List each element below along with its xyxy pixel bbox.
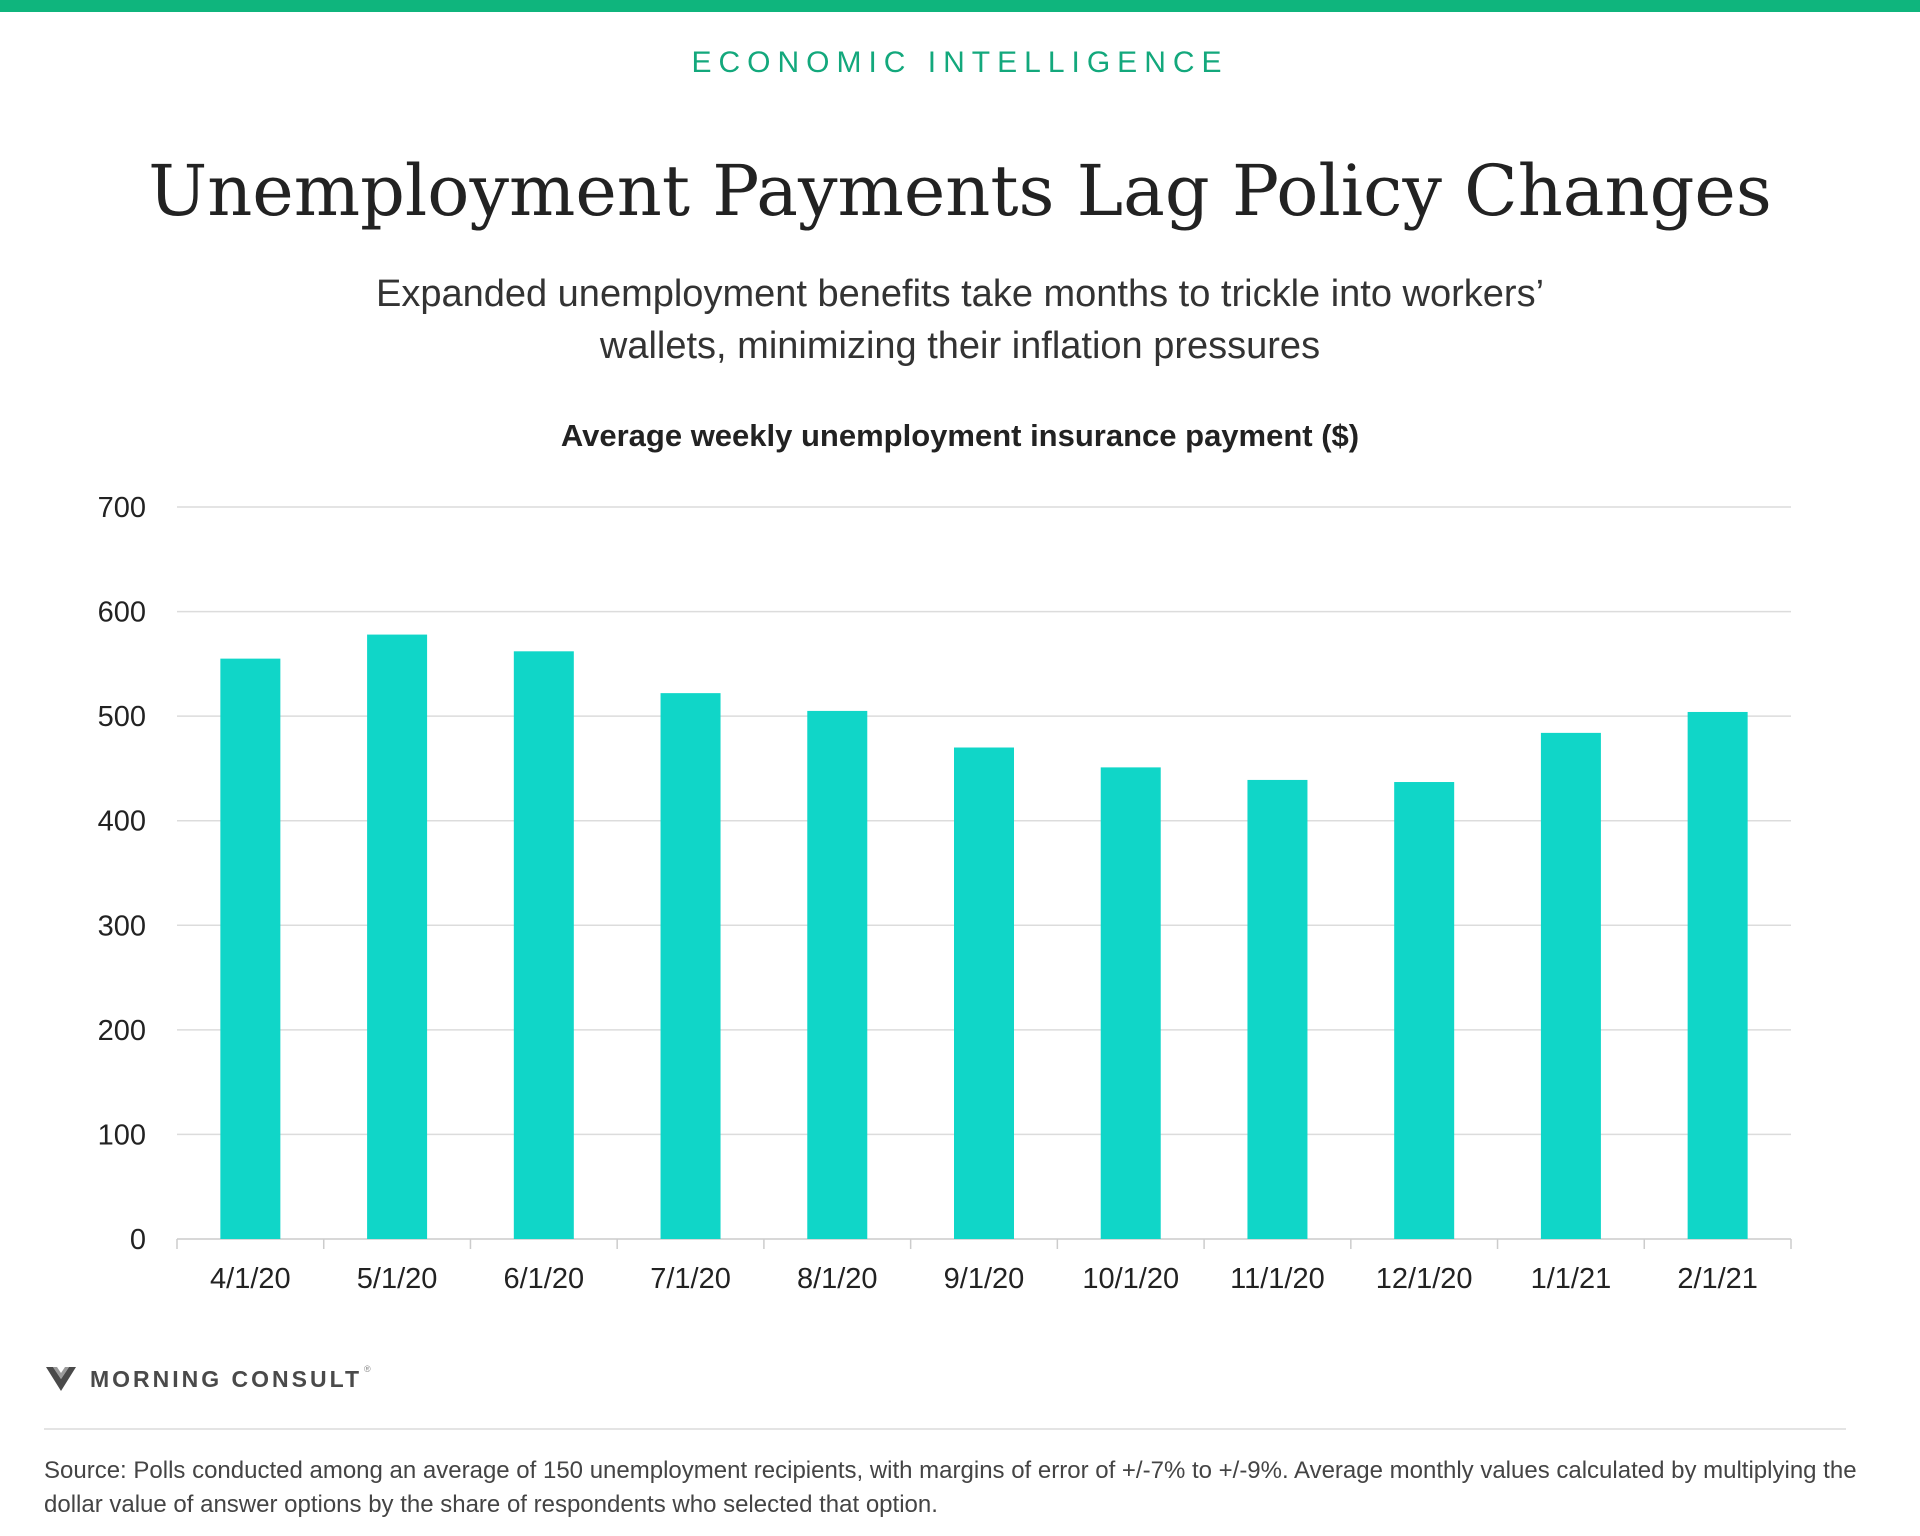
bar <box>1540 732 1601 1239</box>
page-title: Unemployment Payments Lag Policy Changes <box>148 150 1772 232</box>
bar <box>1687 711 1748 1239</box>
footer-divider <box>44 1428 1846 1430</box>
y-tick-label: 600 <box>98 597 146 629</box>
y-tick-label: 400 <box>98 806 146 838</box>
y-tick-label: 200 <box>98 1015 146 1047</box>
chart-title: Average weekly unemployment insurance pa… <box>560 418 1360 453</box>
page-subtitle: Expanded unemployment benefits take mont… <box>375 273 1545 367</box>
x-tick-label: 9/1/20 <box>944 1263 1025 1295</box>
bar <box>367 634 428 1239</box>
bar <box>954 747 1014 1239</box>
x-tick-label: 11/1/20 <box>1230 1263 1325 1295</box>
bar <box>1100 767 1161 1239</box>
bars <box>220 634 1748 1239</box>
morning-consult-m-icon <box>46 1367 76 1391</box>
y-tick-label: 100 <box>98 1119 146 1151</box>
x-tick-label: 1/1/21 <box>1531 1263 1612 1295</box>
bar <box>1394 782 1455 1239</box>
bar <box>513 651 574 1239</box>
bar <box>660 693 721 1239</box>
top-accent-bar <box>0 0 1920 12</box>
x-tick-label: 5/1/20 <box>357 1263 438 1295</box>
bar <box>807 710 868 1239</box>
logo-trademark: ® <box>364 1364 371 1374</box>
y-axis-ticks: 0 100 200 300 400 500 600 700 <box>98 492 146 1256</box>
y-tick-label: 500 <box>98 701 146 733</box>
morning-consult-logo: MORNING CONSULT ® <box>46 1364 371 1394</box>
x-tick-label: 8/1/20 <box>797 1263 878 1295</box>
x-axis-ticks: 4/1/20 5/1/20 6/1/20 7/1/20 8/1/20 9/1/20 10/1… <box>210 1263 1758 1295</box>
x-tick-label: 10/1/20 <box>1082 1263 1179 1295</box>
logo-text: MORNING CONSULT <box>90 1365 363 1392</box>
x-tick-label: 7/1/20 <box>650 1263 731 1295</box>
bar <box>220 658 281 1239</box>
source-note: Source: Polls conducted among an average… <box>44 1457 1857 1518</box>
x-tick-label: 4/1/20 <box>210 1263 291 1295</box>
y-tick-label: 300 <box>98 910 146 942</box>
y-tick-label: 0 <box>130 1224 146 1256</box>
x-tick-label: 6/1/20 <box>503 1263 584 1295</box>
section-kicker: ECONOMIC INTELLIGENCE <box>691 46 1229 79</box>
y-tick-label: 700 <box>98 492 146 524</box>
x-tick-label: 2/1/21 <box>1677 1263 1758 1295</box>
x-tick-label: 12/1/20 <box>1376 1263 1473 1295</box>
bar <box>1247 779 1308 1239</box>
